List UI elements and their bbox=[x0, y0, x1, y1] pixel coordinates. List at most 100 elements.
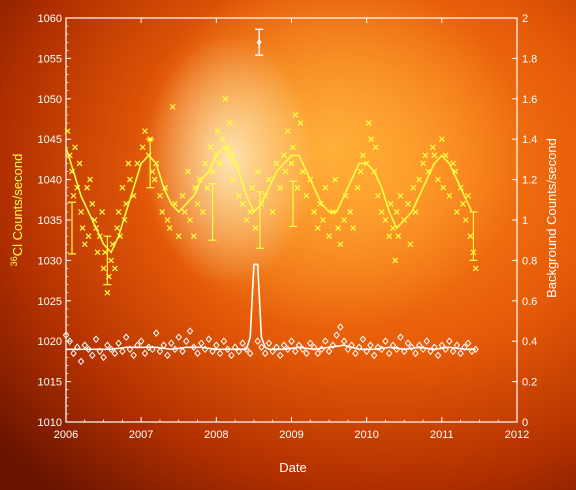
data-point-diamond bbox=[446, 337, 453, 345]
data-point-x bbox=[329, 208, 336, 215]
plot-frame bbox=[65, 17, 518, 423]
data-point-x bbox=[134, 160, 141, 167]
data-point-diamond bbox=[337, 323, 344, 331]
data-point-diamond bbox=[363, 347, 370, 356]
data-point-diamond bbox=[397, 333, 404, 341]
y-right-tick-label: 2 bbox=[522, 13, 528, 25]
data-point-x bbox=[181, 208, 188, 215]
data-point-diamond bbox=[333, 331, 340, 339]
data-point-x bbox=[363, 160, 370, 167]
data-point-x bbox=[199, 208, 206, 215]
data-point-x bbox=[84, 184, 90, 191]
data-point-diamond bbox=[431, 343, 438, 352]
data-point-x bbox=[292, 112, 299, 118]
data-point-x bbox=[78, 208, 84, 215]
data-point-x bbox=[462, 217, 469, 223]
data-point-x bbox=[407, 241, 414, 248]
data-point-x bbox=[297, 120, 304, 126]
data-point-x bbox=[459, 200, 466, 207]
data-point-x bbox=[354, 184, 361, 191]
data-point-diamond bbox=[322, 337, 329, 345]
data-point-x bbox=[115, 208, 122, 215]
data-point-x bbox=[416, 176, 423, 183]
data-point-diamond bbox=[220, 337, 228, 345]
data-point-diamond bbox=[344, 345, 352, 354]
data-point-diamond bbox=[205, 335, 213, 343]
data-point-x bbox=[111, 265, 118, 272]
y-axis-left-label-text: Cl Counts/second bbox=[10, 154, 25, 257]
data-point-diamond bbox=[62, 331, 70, 339]
data-point-diamond bbox=[284, 345, 292, 354]
data-point-x bbox=[472, 265, 479, 272]
data-point-diamond bbox=[243, 345, 250, 354]
data-point-x bbox=[397, 192, 404, 199]
data-point-x bbox=[467, 233, 474, 240]
background-data-points bbox=[62, 323, 479, 366]
data-point-x bbox=[405, 200, 411, 207]
data-point-x bbox=[322, 184, 329, 191]
data-point-diamond bbox=[340, 337, 348, 345]
data-point-x bbox=[254, 168, 261, 175]
data-point-diamond bbox=[427, 347, 434, 356]
data-point-diamond bbox=[434, 351, 442, 360]
data-point-diamond bbox=[194, 349, 201, 358]
y-axis-right-label: Background Counts/second bbox=[544, 138, 559, 298]
tick-labels: 2006 2007 2008 2009 2010 2011 2012101010151020… bbox=[38, 13, 538, 441]
data-point-x bbox=[412, 208, 419, 215]
data-point-diamond bbox=[171, 345, 179, 354]
data-point-diamond bbox=[288, 337, 295, 345]
y-left-tick-label: 1040 bbox=[38, 175, 62, 187]
data-point-x bbox=[100, 265, 107, 272]
data-point-x bbox=[184, 168, 191, 175]
data-point-x bbox=[222, 95, 229, 102]
data-point-x bbox=[91, 217, 98, 223]
data-point-diamond bbox=[352, 349, 359, 358]
data-point-diamond bbox=[122, 333, 130, 341]
data-point-x bbox=[390, 225, 396, 232]
data-point-diamond bbox=[299, 345, 307, 354]
data-point-diamond bbox=[92, 335, 100, 343]
data-point-diamond bbox=[107, 345, 115, 354]
data-point-diamond bbox=[160, 341, 167, 350]
data-point-x bbox=[386, 233, 393, 240]
data-point-x bbox=[359, 152, 366, 159]
data-point-diamond bbox=[85, 345, 92, 354]
data-point-diamond bbox=[310, 343, 318, 352]
data-point-diamond bbox=[239, 339, 246, 347]
data-point-diamond bbox=[104, 341, 111, 350]
data-point-x bbox=[435, 176, 441, 183]
data-point-x bbox=[187, 217, 193, 223]
data-point-diamond bbox=[318, 345, 325, 354]
x-tick-label: 2009 bbox=[279, 429, 303, 441]
data-point-diamond bbox=[81, 341, 89, 350]
data-point-diamond bbox=[472, 345, 479, 354]
y-right-tick-label: 0.4 bbox=[522, 336, 537, 348]
data-point-diamond bbox=[449, 347, 457, 356]
data-point-x bbox=[64, 128, 71, 135]
data-point-diamond bbox=[295, 341, 303, 350]
data-point-x bbox=[375, 192, 381, 199]
data-point-diamond bbox=[190, 343, 198, 352]
y-right-tick-label: 0.8 bbox=[522, 255, 537, 267]
data-point-diamond bbox=[408, 343, 416, 352]
data-point-x bbox=[194, 200, 201, 207]
data-point-x bbox=[446, 192, 453, 199]
data-point-x bbox=[109, 241, 116, 248]
data-point-diamond bbox=[412, 349, 419, 358]
data-point-diamond bbox=[385, 349, 393, 358]
cl36-data-points bbox=[64, 95, 479, 296]
data-point-diamond bbox=[389, 341, 397, 350]
data-point-diamond bbox=[329, 341, 337, 350]
data-point-diamond bbox=[77, 357, 85, 366]
data-point-x bbox=[269, 208, 276, 215]
data-point-x bbox=[224, 144, 231, 151]
data-point-x bbox=[85, 233, 92, 240]
data-point-x bbox=[457, 184, 464, 191]
axis-ticks bbox=[65, 17, 518, 423]
y-left-tick-label: 1030 bbox=[38, 255, 62, 267]
data-point-x bbox=[104, 289, 111, 296]
plot-border bbox=[65, 17, 518, 423]
data-point-x bbox=[96, 233, 103, 240]
